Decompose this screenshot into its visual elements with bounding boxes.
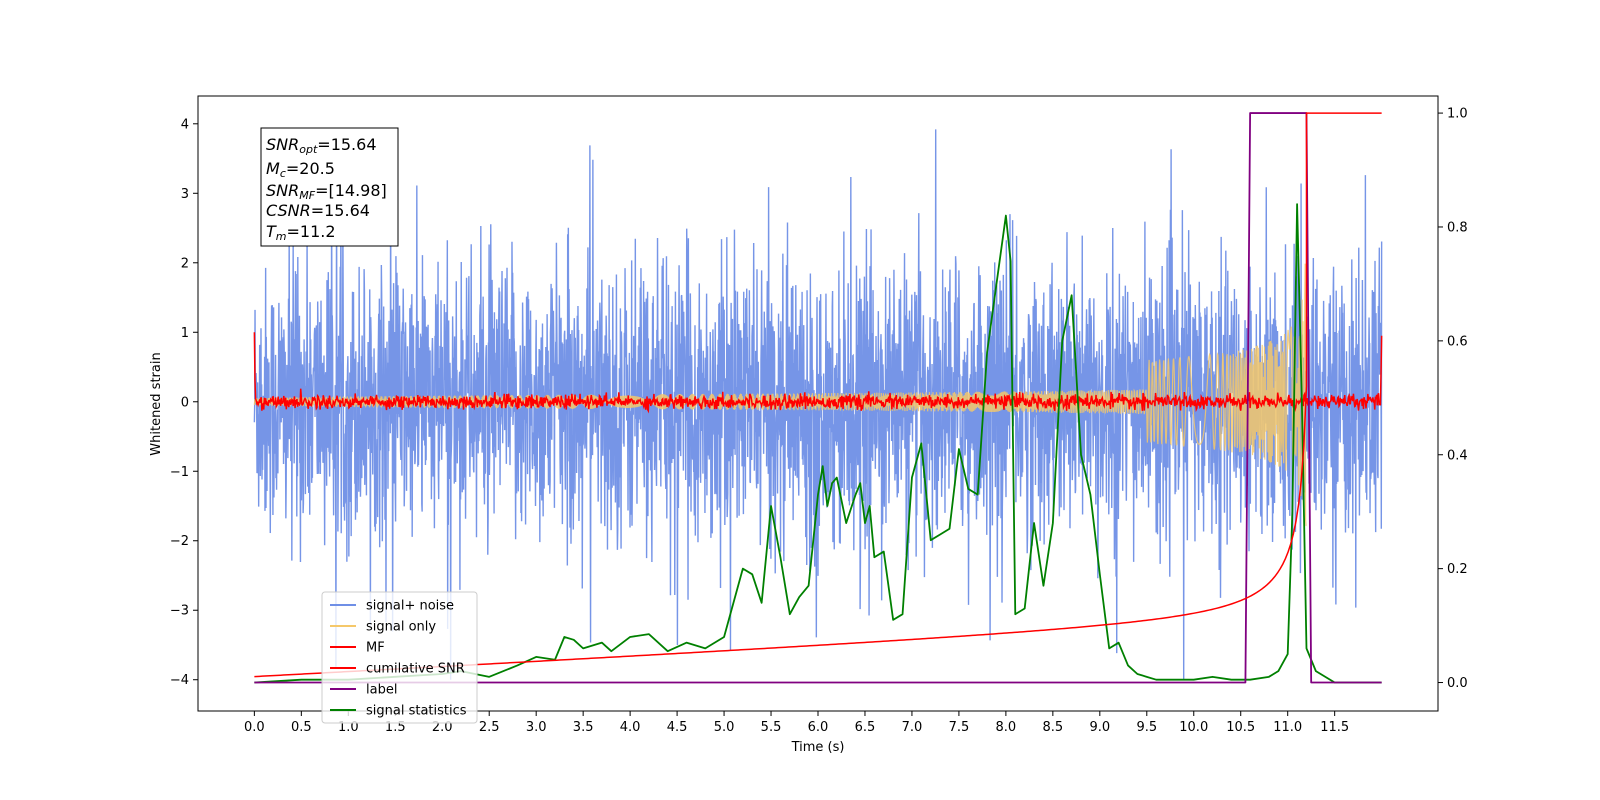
y-right-tick-label: 0.8: [1447, 220, 1468, 235]
x-tick-label: 10.0: [1179, 720, 1208, 735]
y-axis-left: 4 3 2 1 0 −1 −2 −3 −4: [170, 117, 198, 688]
y-right-tick-label: 0.6: [1447, 334, 1468, 349]
x-tick-label: 1.5: [385, 720, 406, 735]
x-tick-label: 7.0: [902, 720, 923, 735]
x-axis: 0.0 0.5 1.0 1.5 2.0 2.5 3.0 3.5 4.0 4.5 5.0 5.5 6.0 6…: [244, 711, 1349, 735]
legend-label: MF: [366, 641, 385, 656]
series-signal-noise: [253, 129, 1383, 680]
y-right-tick-label: 0.4: [1447, 448, 1468, 463]
x-tick-label: 8.5: [1043, 720, 1064, 735]
y-right-tick-label: 0.2: [1447, 562, 1468, 577]
mc-text: Mc=20.5: [266, 159, 335, 180]
x-tick-label: 10.5: [1226, 720, 1255, 735]
y-left-tick-label: 3: [181, 187, 189, 202]
y-left-tick-label: −2: [170, 534, 189, 549]
snr-opt-text: SNRopt=15.64: [266, 135, 377, 156]
series-signal-statistics: [254, 203, 1382, 684]
x-tick-label: 3.0: [526, 720, 547, 735]
legend-label: signal statistics: [366, 704, 467, 719]
series-mf: [253, 332, 1383, 414]
x-tick-label: 11.0: [1273, 720, 1302, 735]
x-tick-label: 4.5: [667, 720, 688, 735]
x-tick-label: 8.0: [996, 720, 1017, 735]
x-tick-label: 5.5: [761, 720, 782, 735]
x-tick-label: 5.0: [714, 720, 735, 735]
y-left-tick-label: 1: [181, 326, 189, 341]
legend-frame: [321, 591, 478, 724]
legend-label: signal only: [366, 620, 436, 635]
legend-label: cumilative SNR: [366, 662, 465, 677]
parameter-annotation: SNRopt=15.64 Mc=20.5 SNRMF=[14.98] CSNR=…: [260, 127, 399, 247]
x-tick-label: 1.0: [338, 720, 359, 735]
y-left-tick-label: 0: [181, 395, 189, 410]
x-axis-label: Time (s): [791, 740, 845, 755]
x-tick-label: 2.5: [479, 720, 500, 735]
x-tick-label: 6.0: [808, 720, 829, 735]
x-tick-label: 4.0: [620, 720, 641, 735]
x-tick-label: 9.5: [1136, 720, 1157, 735]
y-left-tick-label: −4: [170, 673, 189, 688]
y-left-tick-label: −3: [170, 604, 189, 619]
annotation-box: [260, 127, 399, 247]
y-right-tick-label: 1.0: [1447, 107, 1468, 122]
csnr-text: CSNR=15.64: [266, 201, 370, 220]
x-tick-label: 0.0: [244, 720, 265, 735]
y-axis-right: 1.0 0.8 0.6 0.4 0.2 0.0: [1438, 107, 1468, 691]
series-layer: [253, 112, 1383, 684]
snr-mf-text: SNRMF=[14.98]: [266, 181, 387, 202]
tm-text: Tm=11.2: [266, 222, 336, 243]
y-axis-label: Whitened strain: [149, 352, 164, 455]
x-tick-label: 7.5: [949, 720, 970, 735]
x-tick-label: 2.0: [432, 720, 453, 735]
y-right-tick-label: 0.0: [1447, 676, 1468, 691]
legend: signal+ noise signal only MF cumilative SNR…: [321, 591, 478, 724]
x-tick-label: 3.5: [573, 720, 594, 735]
legend-label: label: [366, 683, 397, 698]
y-left-tick-label: 4: [181, 117, 189, 132]
y-left-tick-label: −1: [170, 465, 189, 480]
x-tick-label: 9.0: [1089, 720, 1110, 735]
x-tick-label: 0.5: [291, 720, 312, 735]
x-tick-label: 11.5: [1320, 720, 1349, 735]
legend-label: signal+ noise: [366, 599, 454, 614]
x-tick-label: 6.5: [855, 720, 876, 735]
y-left-tick-label: 2: [181, 256, 189, 271]
series-label: [254, 112, 1382, 684]
